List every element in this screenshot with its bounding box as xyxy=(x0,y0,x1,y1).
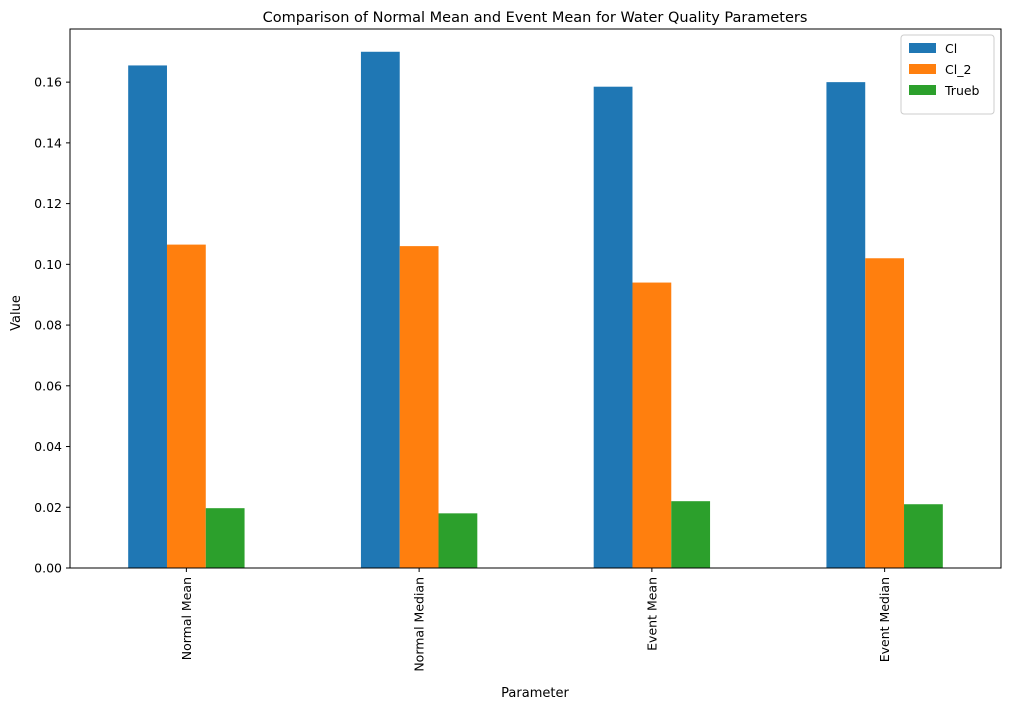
legend-label-trueb: Trueb xyxy=(944,83,980,98)
x-tick-label: Normal Median xyxy=(412,577,427,672)
y-tick-label: 0.10 xyxy=(34,257,62,272)
bar-cl-0 xyxy=(128,65,167,568)
legend-swatch-cl_2 xyxy=(909,64,936,74)
legend-swatch-trueb xyxy=(909,85,936,95)
plot-frame xyxy=(69,28,1002,569)
y-tick-label: 0.06 xyxy=(34,378,62,393)
y-tick-label: 0.00 xyxy=(34,561,62,576)
x-tick-label: Normal Mean xyxy=(179,577,194,660)
bar-trueb-1 xyxy=(438,513,478,568)
bar-cl_2-0 xyxy=(166,244,206,568)
y-tick-label: 0.16 xyxy=(34,75,62,90)
plot-area: 0.00 0.02 0.04 0.06 0.08 0.10 0.12 0.14 0.16 Norm… xyxy=(34,28,1002,672)
bar-cl_2-3 xyxy=(865,258,905,568)
bar-cl-1 xyxy=(360,51,400,568)
x-axis-label: Parameter xyxy=(501,686,569,701)
legend-label-cl: Cl xyxy=(945,41,957,56)
bar-trueb-3 xyxy=(904,504,943,568)
bar-trueb-0 xyxy=(205,508,245,568)
y-tick-label: 0.12 xyxy=(34,196,62,211)
bar-cl-3 xyxy=(826,82,866,568)
y-tick-label: 0.08 xyxy=(34,318,62,333)
bar-cl_2-2 xyxy=(632,282,672,568)
y-axis-label: Value xyxy=(9,295,24,331)
bar-cl-2 xyxy=(593,86,633,568)
x-tick-label: Event Median xyxy=(877,577,892,662)
legend-swatch-cl xyxy=(909,43,936,53)
legend: Cl Cl_2 Trueb xyxy=(900,34,995,115)
bar-cl_2-1 xyxy=(399,246,439,568)
bar-trueb-2 xyxy=(671,501,711,568)
x-tick-label: Event Mean xyxy=(644,577,659,651)
y-tick-label: 0.04 xyxy=(34,439,62,454)
chart-title: Comparison of Normal Mean and Event Mean… xyxy=(263,10,808,26)
y-tick-label: 0.14 xyxy=(34,135,62,150)
y-tick-label: 0.02 xyxy=(34,500,62,515)
legend-label-cl_2: Cl_2 xyxy=(945,62,971,77)
